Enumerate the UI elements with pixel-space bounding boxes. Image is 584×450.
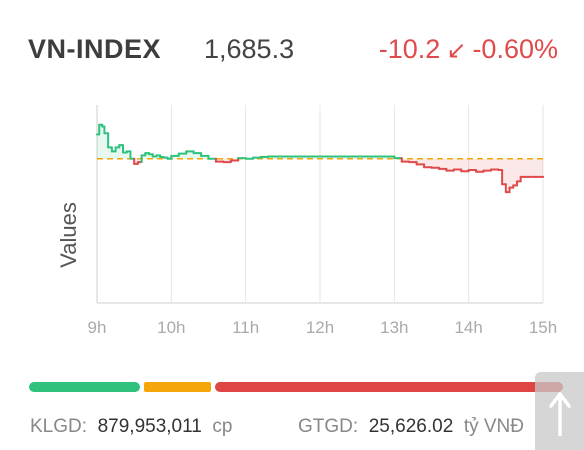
- series-fill: [483, 158, 491, 171]
- series-fill: [416, 158, 425, 165]
- series-fill: [453, 158, 462, 170]
- series-fill: [468, 158, 477, 171]
- series-fill: [490, 158, 499, 170]
- klgd-unit: cp: [212, 416, 233, 437]
- series-fill: [193, 153, 202, 159]
- y-axis-label: Values: [56, 202, 81, 268]
- index-header: VN-INDEX 1,685.3 -10.2 ↙ -0.60%: [28, 34, 558, 70]
- chart-grid: [96, 105, 544, 304]
- series-fill: [516, 158, 521, 182]
- chart-line: [96, 123, 544, 194]
- intraday-chart: Values 9h 10h 11h 12h 13h 14h 15h: [56, 105, 558, 337]
- series-fill: [123, 152, 127, 159]
- klgd-value: 879,953,011: [97, 416, 202, 437]
- series-fill: [476, 158, 484, 172]
- series-fill: [498, 158, 503, 171]
- series-fill: [424, 158, 432, 168]
- gtgd-unit: tỷ VNĐ: [463, 416, 525, 437]
- series-fill: [446, 158, 454, 171]
- x-tick-label: 14h: [454, 318, 482, 337]
- series-fill: [97, 134, 100, 159]
- klgd-label: KLGD:: [30, 416, 88, 437]
- series-fill: [111, 151, 116, 159]
- arrow-down-left-icon: ↙: [446, 37, 467, 64]
- index-name: VN-INDEX: [28, 34, 162, 64]
- x-axis-ticks: 9h 10h 11h 12h 13h 14h 15h: [88, 318, 558, 337]
- series-fill: [178, 153, 187, 159]
- gtgd-value: 25,626.02: [368, 416, 454, 437]
- x-tick-label: 13h: [380, 318, 408, 337]
- series-fill: [102, 126, 105, 159]
- arrow-up-icon: [549, 392, 571, 436]
- x-tick-label: 9h: [88, 318, 107, 337]
- decliners-bar: [215, 382, 563, 392]
- series-fill: [524, 158, 529, 177]
- series-fill: [509, 158, 514, 188]
- index-value: 1,685.3: [204, 34, 295, 64]
- series-fill: [186, 151, 194, 159]
- klgd-group: KLGD: 879,953,011 cp: [30, 416, 232, 438]
- advancers-bar: [29, 382, 140, 392]
- series-fill: [520, 158, 525, 177]
- series-fill: [461, 158, 469, 172]
- change-points: -10.2: [378, 34, 441, 64]
- series-fill: [528, 158, 536, 177]
- x-tick-label: 10h: [157, 318, 185, 337]
- x-tick-label: 11h: [232, 318, 259, 337]
- x-tick-label: 12h: [306, 318, 334, 337]
- change-percent: -0.60%: [472, 34, 558, 64]
- series-fill: [431, 158, 439, 168]
- series-fill: [535, 158, 543, 177]
- gtgd-group: GTGD: 25,626.02 tỷ VNĐ: [298, 416, 524, 438]
- series-fill: [505, 158, 510, 193]
- unchanged-bar: [144, 382, 211, 392]
- series-fill: [513, 158, 517, 186]
- x-tick-label: 15h: [529, 318, 557, 337]
- gtgd-label: GTGD:: [298, 416, 359, 437]
- index-change: -10.2 ↙ -0.60%: [379, 34, 558, 65]
- series-fill: [438, 158, 447, 169]
- scroll-to-top-button[interactable]: [535, 372, 584, 450]
